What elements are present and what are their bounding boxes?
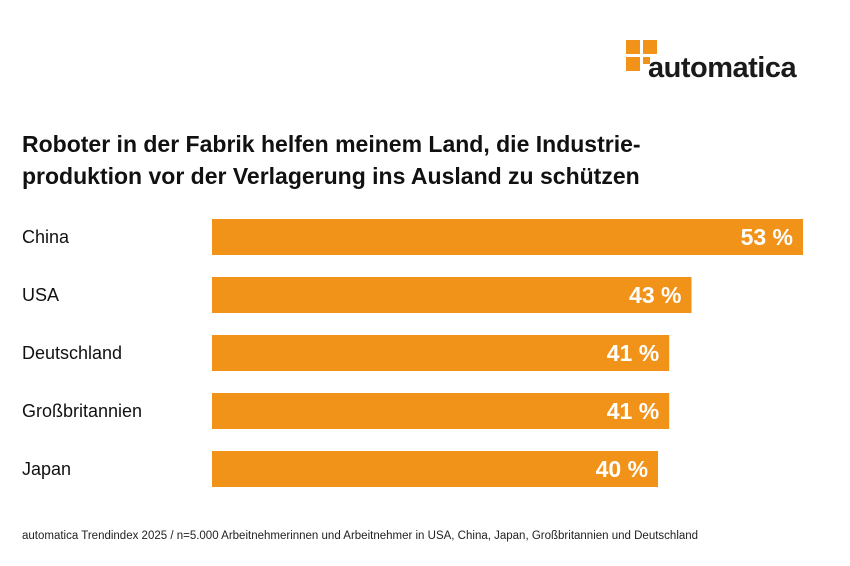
footnote: automatica Trendindex 2025 / n=5.000 Arb… bbox=[22, 530, 699, 542]
category-label-usa: USA bbox=[22, 285, 59, 305]
category-label-japan: Japan bbox=[22, 459, 71, 479]
automatica-logo: automatica bbox=[626, 40, 821, 86]
bar-usa bbox=[212, 277, 692, 313]
category-label-deutschland: Deutschland bbox=[22, 343, 122, 363]
value-label-usa: 43 % bbox=[629, 282, 681, 308]
bar-deutschland bbox=[212, 335, 670, 371]
bar-grossbritannien bbox=[212, 393, 670, 429]
value-label-china: 53 % bbox=[741, 224, 793, 250]
chart-title-line-1: Roboter in der Fabrik helfen meinem Land… bbox=[22, 131, 641, 157]
value-label-grossbritannien: 41 % bbox=[607, 398, 659, 424]
chart-title: Roboter in der Fabrik helfen meinem Land… bbox=[22, 128, 822, 192]
bar-china bbox=[212, 219, 803, 255]
bar-japan bbox=[212, 451, 659, 487]
value-label-japan: 40 % bbox=[596, 456, 648, 482]
automatica-logo-text: automatica bbox=[648, 52, 797, 84]
category-label-china: China bbox=[22, 227, 70, 247]
value-label-deutschland: 41 % bbox=[607, 340, 659, 366]
bar-chart: China 53 % USA 43 % Deutschland 41 % Großbrita… bbox=[22, 219, 803, 487]
automatica-logo-mark bbox=[626, 40, 658, 72]
chart-title-line-2: produktion vor der Verlagerung ins Ausla… bbox=[22, 163, 640, 189]
category-label-grossbritannien: Großbritannien bbox=[22, 401, 142, 421]
